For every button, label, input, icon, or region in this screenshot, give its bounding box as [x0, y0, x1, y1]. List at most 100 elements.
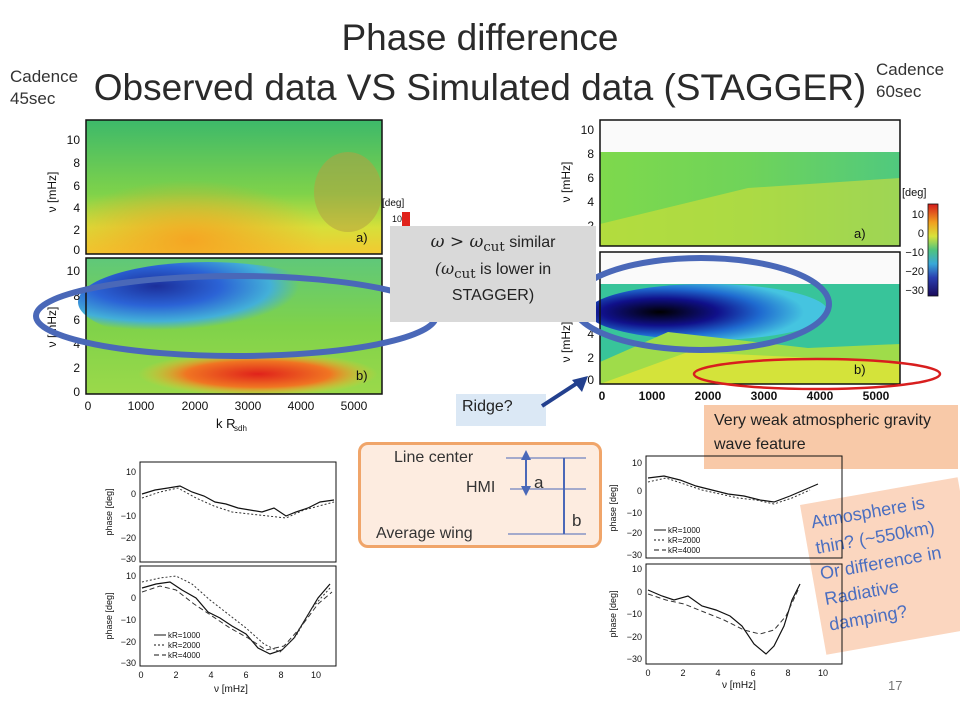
right-map-xtick: 4000 [807, 389, 834, 403]
rp-ytick: 10 [632, 458, 642, 468]
lp-xtick: 6 [243, 670, 248, 680]
lp-xlabel: ν [mHz] [214, 684, 248, 695]
rp-ytick: 0 [637, 486, 642, 496]
left-map-ytick: 6 [73, 179, 80, 193]
left-map-ytick: 2 [73, 361, 80, 375]
lp-xtick: 10 [311, 670, 321, 680]
line-center-label: Line center [394, 449, 474, 466]
lp-ylabel: phase [deg] [104, 488, 114, 535]
right-map-panel-b: b) [854, 362, 866, 377]
right-map-ytick: 10 [581, 123, 595, 137]
rp-xtick: 4 [715, 668, 720, 678]
rp-xlabel: ν [mHz] [722, 680, 756, 691]
cadence-right-label: Cadence [876, 60, 945, 79]
lp-legend: kR=2000 [168, 641, 201, 650]
a-label: a [534, 473, 544, 492]
left-map-xtick: 2000 [182, 399, 209, 413]
slide-title: Phase difference [341, 17, 619, 58]
right-map-colorbar-tick: −30 [905, 285, 924, 297]
lp-legend: kR=1000 [168, 631, 201, 640]
rp-xtick: 10 [818, 668, 828, 678]
right-map-colorbar-tick: 0 [918, 228, 924, 240]
lp-ytick: 0 [131, 593, 136, 603]
right-map-ytick: 4 [587, 195, 594, 209]
left-map-ylabel-b: ν [mHz] [45, 307, 59, 348]
right-map-colorbar [927, 203, 939, 297]
cadence-left-value: 45sec [10, 89, 56, 108]
left-map-ytick: 4 [73, 201, 80, 215]
hmi-label: HMI [466, 479, 495, 496]
lp-ytick: 0 [131, 489, 136, 499]
left-line-plots: 10 0 −10 −20 −30 10 0 −10 −20 −30 phase … [104, 461, 337, 695]
right-map-xtick: 5000 [863, 389, 890, 403]
rp-legend: kR=4000 [668, 546, 701, 555]
left-map-panel-b: b) [356, 368, 368, 383]
right-line-plots: 10 0 −10 −20 −30 10 0 −10 −20 −30 phase … [608, 455, 843, 691]
rp-ytick: 0 [637, 587, 642, 597]
right-map-xtick: 1000 [639, 389, 666, 403]
right-map-xtick: 0 [599, 389, 606, 403]
left-map-ytick: 10 [67, 133, 81, 147]
rp-ylabel: phase [deg] [608, 484, 618, 531]
ridge-arrow [540, 376, 588, 408]
left-map-xtick: 3000 [235, 399, 262, 413]
left-map-ytick: 10 [67, 264, 81, 278]
rp-xtick: 0 [645, 668, 650, 678]
slide-subtitle: Observed data VS Simulated data (STAGGER… [93, 67, 867, 108]
lp-xtick: 2 [173, 670, 178, 680]
omega-sub: cut [483, 240, 505, 256]
cadence-left-label: Cadence [10, 67, 79, 86]
lp-ytick: −10 [121, 511, 136, 521]
rp-ytick: −30 [627, 550, 642, 560]
right-map-xtick: 2000 [695, 389, 722, 403]
lower-c: STAGGER) [451, 287, 535, 305]
rp-xtick: 2 [680, 668, 685, 678]
omega-cut-callout: ω > ωcut similar (ωcut is lower in STAGG… [390, 226, 596, 322]
right-red-ellipse [692, 357, 942, 391]
lp-ytick: 10 [126, 467, 136, 477]
ridge-label: Ridge? [456, 394, 546, 426]
page-number: 17 [888, 678, 903, 693]
lower-sub: cut [454, 267, 476, 283]
rp-ytick: −10 [627, 508, 642, 518]
rp-ytick: −20 [627, 632, 642, 642]
left-map-xlabel-sub: sdh [234, 424, 247, 433]
right-map-xtick: 3000 [751, 389, 778, 403]
right-map-colorbar-tick: −20 [905, 266, 924, 278]
lp-ytick: −30 [121, 658, 136, 668]
left-map-ytick: 4 [73, 337, 80, 351]
left-map-panel-a: a) [356, 230, 368, 245]
left-map-xtick: 0 [85, 399, 92, 413]
rp-legend: kR=1000 [668, 526, 701, 535]
right-map-ytick: 0 [587, 373, 594, 387]
cadence-right-value: 60sec [876, 82, 922, 101]
lp-ytick: 10 [126, 571, 136, 581]
left-map-xlabel: k R [216, 416, 236, 431]
right-map-ytick: 4 [587, 327, 594, 341]
rp-xtick: 8 [785, 668, 790, 678]
rp-ytick: 10 [632, 564, 642, 574]
rp-ytick: −10 [627, 609, 642, 619]
right-map-colorbar-tick: −10 [905, 247, 924, 259]
left-map-xtick: 1000 [128, 399, 155, 413]
gravity-wave-note: Very weak atmospheric gravity wave featu… [704, 405, 958, 469]
lower-a: (ω [434, 259, 455, 279]
right-map-ytick: 6 [587, 171, 594, 185]
left-map-ytick: 6 [73, 313, 80, 327]
cadence-left: Cadence 45sec [10, 66, 78, 110]
left-map-colorbar-label: [deg] [382, 198, 404, 209]
rp-legend: kR=2000 [668, 536, 701, 545]
right-map-ylabel: ν [mHz] [559, 162, 573, 203]
left-map-ytick: 0 [73, 385, 80, 399]
omega-text: ω > ω [430, 232, 484, 252]
rp-ylabel-b: phase [deg] [608, 590, 618, 637]
rp-ytick: −20 [627, 528, 642, 538]
right-map-ytick: 8 [587, 147, 594, 161]
right-map-colorbar-label: [deg] [902, 187, 926, 199]
left-highlight-ellipse [33, 273, 439, 359]
left-map-ytick: 8 [73, 156, 80, 170]
lp-legend: kR=4000 [168, 651, 201, 660]
left-map-ytick: 0 [73, 243, 80, 257]
lp-ytick: −30 [121, 554, 136, 564]
right-map-panel-a: a) [854, 226, 866, 241]
